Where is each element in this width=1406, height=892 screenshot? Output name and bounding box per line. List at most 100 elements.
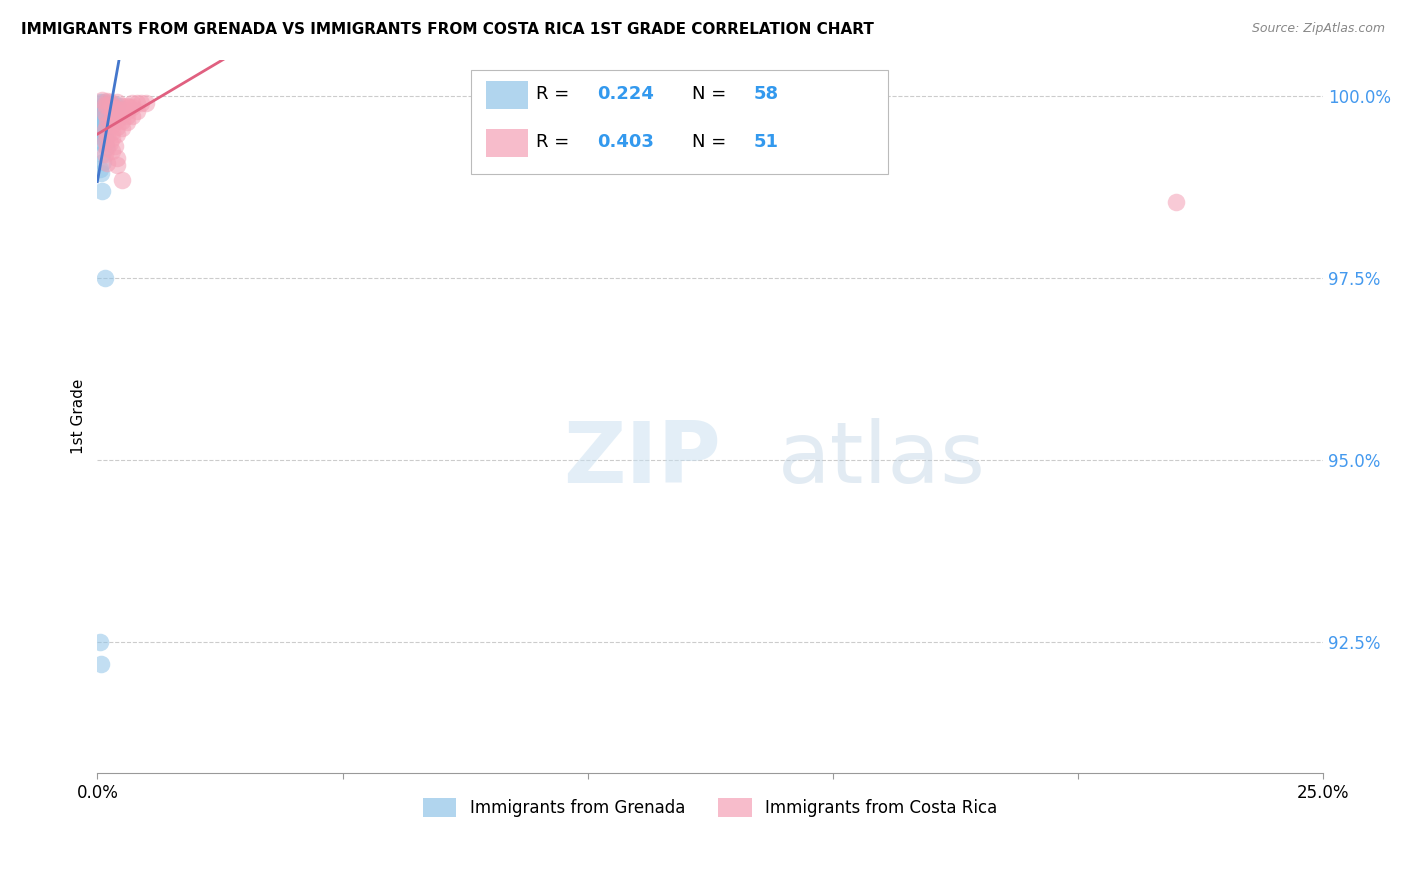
Point: [1164, 194, 1187, 209]
Point: [93, 95, 115, 109]
FancyBboxPatch shape: [471, 70, 889, 174]
Point: [89, 124, 111, 138]
Point: [118, 100, 141, 114]
Point: [115, 114, 138, 128]
Text: R =: R =: [536, 133, 575, 151]
Point: [115, 103, 138, 118]
Point: [105, 102, 128, 116]
Text: IMMIGRANTS FROM GRENADA VS IMMIGRANTS FROM COSTA RICA 1ST GRADE CORRELATION CHAR: IMMIGRANTS FROM GRENADA VS IMMIGRANTS FR…: [21, 22, 875, 37]
Point: [111, 121, 134, 136]
Text: Source: ZipAtlas.com: Source: ZipAtlas.com: [1251, 22, 1385, 36]
Point: [89, 111, 111, 125]
Point: [96, 109, 118, 123]
Point: [125, 95, 148, 110]
Point: [93, 131, 115, 145]
Point: [101, 102, 124, 116]
Point: [101, 97, 124, 112]
Point: [101, 144, 124, 158]
Point: [96, 111, 118, 125]
Point: [90, 120, 112, 134]
Point: [96, 140, 118, 154]
Text: 0.224: 0.224: [598, 85, 654, 103]
Point: [105, 107, 128, 121]
Text: 0.403: 0.403: [598, 133, 654, 151]
Text: ZIP: ZIP: [564, 417, 721, 500]
Point: [125, 103, 148, 118]
Point: [93, 108, 115, 122]
Point: [91, 100, 114, 114]
Point: [91, 118, 114, 132]
Point: [90, 165, 112, 179]
Point: [91, 154, 114, 169]
Point: [96, 96, 118, 111]
Point: [91, 95, 114, 109]
Point: [111, 113, 134, 128]
Point: [93, 97, 115, 112]
Point: [101, 105, 124, 120]
Point: [105, 127, 128, 141]
Point: [96, 98, 118, 112]
Point: [101, 105, 124, 120]
Point: [111, 173, 134, 187]
Point: [121, 100, 143, 114]
Point: [105, 113, 128, 128]
Point: [105, 95, 128, 109]
Point: [89, 134, 111, 148]
Point: [93, 112, 115, 127]
Point: [89, 121, 111, 136]
Point: [135, 95, 157, 110]
Point: [90, 657, 112, 672]
Point: [111, 99, 134, 113]
Point: [90, 116, 112, 130]
Point: [101, 118, 124, 132]
Point: [103, 97, 125, 112]
Point: [91, 147, 114, 161]
Point: [89, 161, 111, 176]
Point: [89, 129, 111, 144]
Point: [89, 114, 111, 128]
Point: [121, 110, 143, 124]
Point: [105, 151, 128, 165]
Point: [111, 108, 134, 122]
Point: [89, 635, 111, 649]
Point: [101, 131, 124, 145]
Point: [91, 117, 114, 131]
Text: N =: N =: [692, 133, 733, 151]
Point: [90, 121, 112, 136]
Point: [121, 95, 143, 110]
Text: 51: 51: [754, 133, 778, 151]
Point: [91, 136, 114, 151]
Point: [90, 125, 112, 139]
Point: [93, 134, 115, 148]
Point: [97, 105, 120, 120]
Point: [101, 112, 124, 127]
Point: [96, 129, 118, 144]
Point: [105, 120, 128, 134]
Point: [91, 100, 114, 114]
Point: [103, 102, 125, 116]
Point: [98, 136, 121, 151]
Point: [98, 105, 121, 120]
Point: [101, 98, 124, 112]
Point: [91, 184, 114, 198]
Point: [101, 125, 124, 139]
Text: N =: N =: [692, 85, 733, 103]
Point: [98, 95, 121, 109]
Point: [89, 95, 111, 109]
Point: [91, 127, 114, 141]
Point: [105, 97, 128, 112]
Point: [105, 158, 128, 172]
Point: [91, 103, 114, 118]
Point: [91, 111, 114, 125]
Point: [89, 107, 111, 121]
Point: [101, 102, 124, 116]
Point: [93, 105, 115, 120]
Point: [96, 117, 118, 131]
Point: [93, 123, 115, 137]
Point: [96, 105, 118, 120]
Point: [98, 102, 121, 116]
Point: [96, 102, 118, 116]
Point: [115, 99, 138, 113]
Point: [115, 109, 138, 123]
Point: [97, 110, 120, 124]
